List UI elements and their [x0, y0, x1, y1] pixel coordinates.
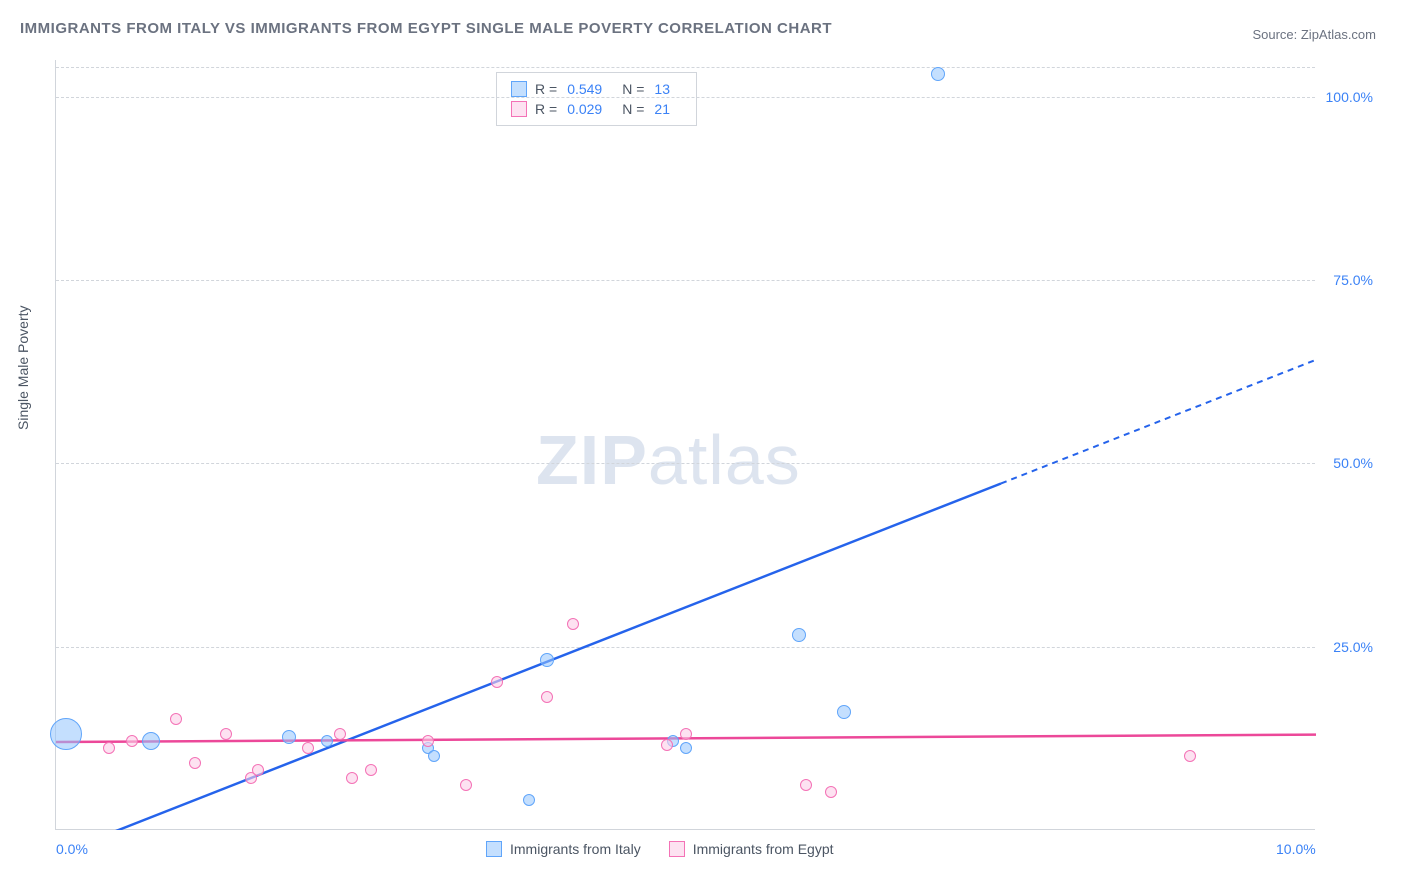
swatch-italy [511, 81, 527, 97]
data-point [321, 735, 333, 747]
data-point [282, 730, 296, 744]
data-point [142, 732, 160, 750]
data-point [1184, 750, 1196, 762]
data-point [220, 728, 232, 740]
n-value-italy: 13 [654, 81, 670, 97]
swatch-egypt [669, 841, 685, 857]
data-point [252, 764, 264, 776]
n-label: N = [622, 81, 644, 97]
plot-area: ZIPatlas R = 0.549 N = 13 R = 0.029 N = … [55, 60, 1315, 830]
legend-item-italy: Immigrants from Italy [486, 841, 641, 857]
data-point [567, 618, 579, 630]
data-point [334, 728, 346, 740]
y-tick-label: 100.0% [1326, 89, 1373, 105]
r-label: R = [535, 81, 557, 97]
data-point [422, 735, 434, 747]
data-point [460, 779, 472, 791]
r-value-italy: 0.549 [567, 81, 602, 97]
source-label: Source: [1252, 27, 1300, 42]
correlation-legend: R = 0.549 N = 13 R = 0.029 N = 21 [496, 72, 697, 126]
y-tick-label: 75.0% [1333, 272, 1373, 288]
data-point [540, 653, 554, 667]
correlation-row-egypt: R = 0.029 N = 21 [511, 99, 682, 119]
data-point [170, 713, 182, 725]
r-label: R = [535, 101, 557, 117]
data-point [661, 739, 673, 751]
r-value-egypt: 0.029 [567, 101, 602, 117]
y-axis-label: Single Male Poverty [15, 305, 31, 430]
data-point [837, 705, 851, 719]
gridline [56, 647, 1315, 648]
chart-title: IMMIGRANTS FROM ITALY VS IMMIGRANTS FROM… [20, 20, 832, 37]
data-point [792, 628, 806, 642]
data-point [103, 742, 115, 754]
x-tick-label: 10.0% [1276, 841, 1316, 857]
data-point [365, 764, 377, 776]
data-point [302, 742, 314, 754]
gridline [56, 67, 1315, 68]
n-value-egypt: 21 [654, 101, 670, 117]
y-tick-label: 50.0% [1333, 455, 1373, 471]
swatch-egypt [511, 101, 527, 117]
data-point [680, 742, 692, 754]
data-point [50, 718, 82, 750]
data-point [346, 772, 358, 784]
y-tick-label: 25.0% [1333, 639, 1373, 655]
legend-label-egypt: Immigrants from Egypt [693, 841, 834, 857]
data-point [541, 691, 553, 703]
data-point [491, 676, 503, 688]
n-label: N = [622, 101, 644, 117]
data-point [428, 750, 440, 762]
data-point [931, 67, 945, 81]
source-attribution: Source: ZipAtlas.com [1252, 27, 1376, 42]
legend-item-egypt: Immigrants from Egypt [669, 841, 834, 857]
data-point [523, 794, 535, 806]
series-legend: Immigrants from Italy Immigrants from Eg… [486, 841, 834, 857]
data-point [680, 728, 692, 740]
legend-label-italy: Immigrants from Italy [510, 841, 641, 857]
data-point [800, 779, 812, 791]
chart-container: ZIPatlas R = 0.549 N = 13 R = 0.029 N = … [45, 50, 1375, 860]
data-point [126, 735, 138, 747]
swatch-italy [486, 841, 502, 857]
gridline [56, 280, 1315, 281]
x-tick-label: 0.0% [56, 841, 88, 857]
watermark: ZIPatlas [536, 420, 801, 500]
source-link[interactable]: ZipAtlas.com [1301, 27, 1376, 42]
data-point [189, 757, 201, 769]
gridline [56, 97, 1315, 98]
data-point [825, 786, 837, 798]
gridline [56, 463, 1315, 464]
